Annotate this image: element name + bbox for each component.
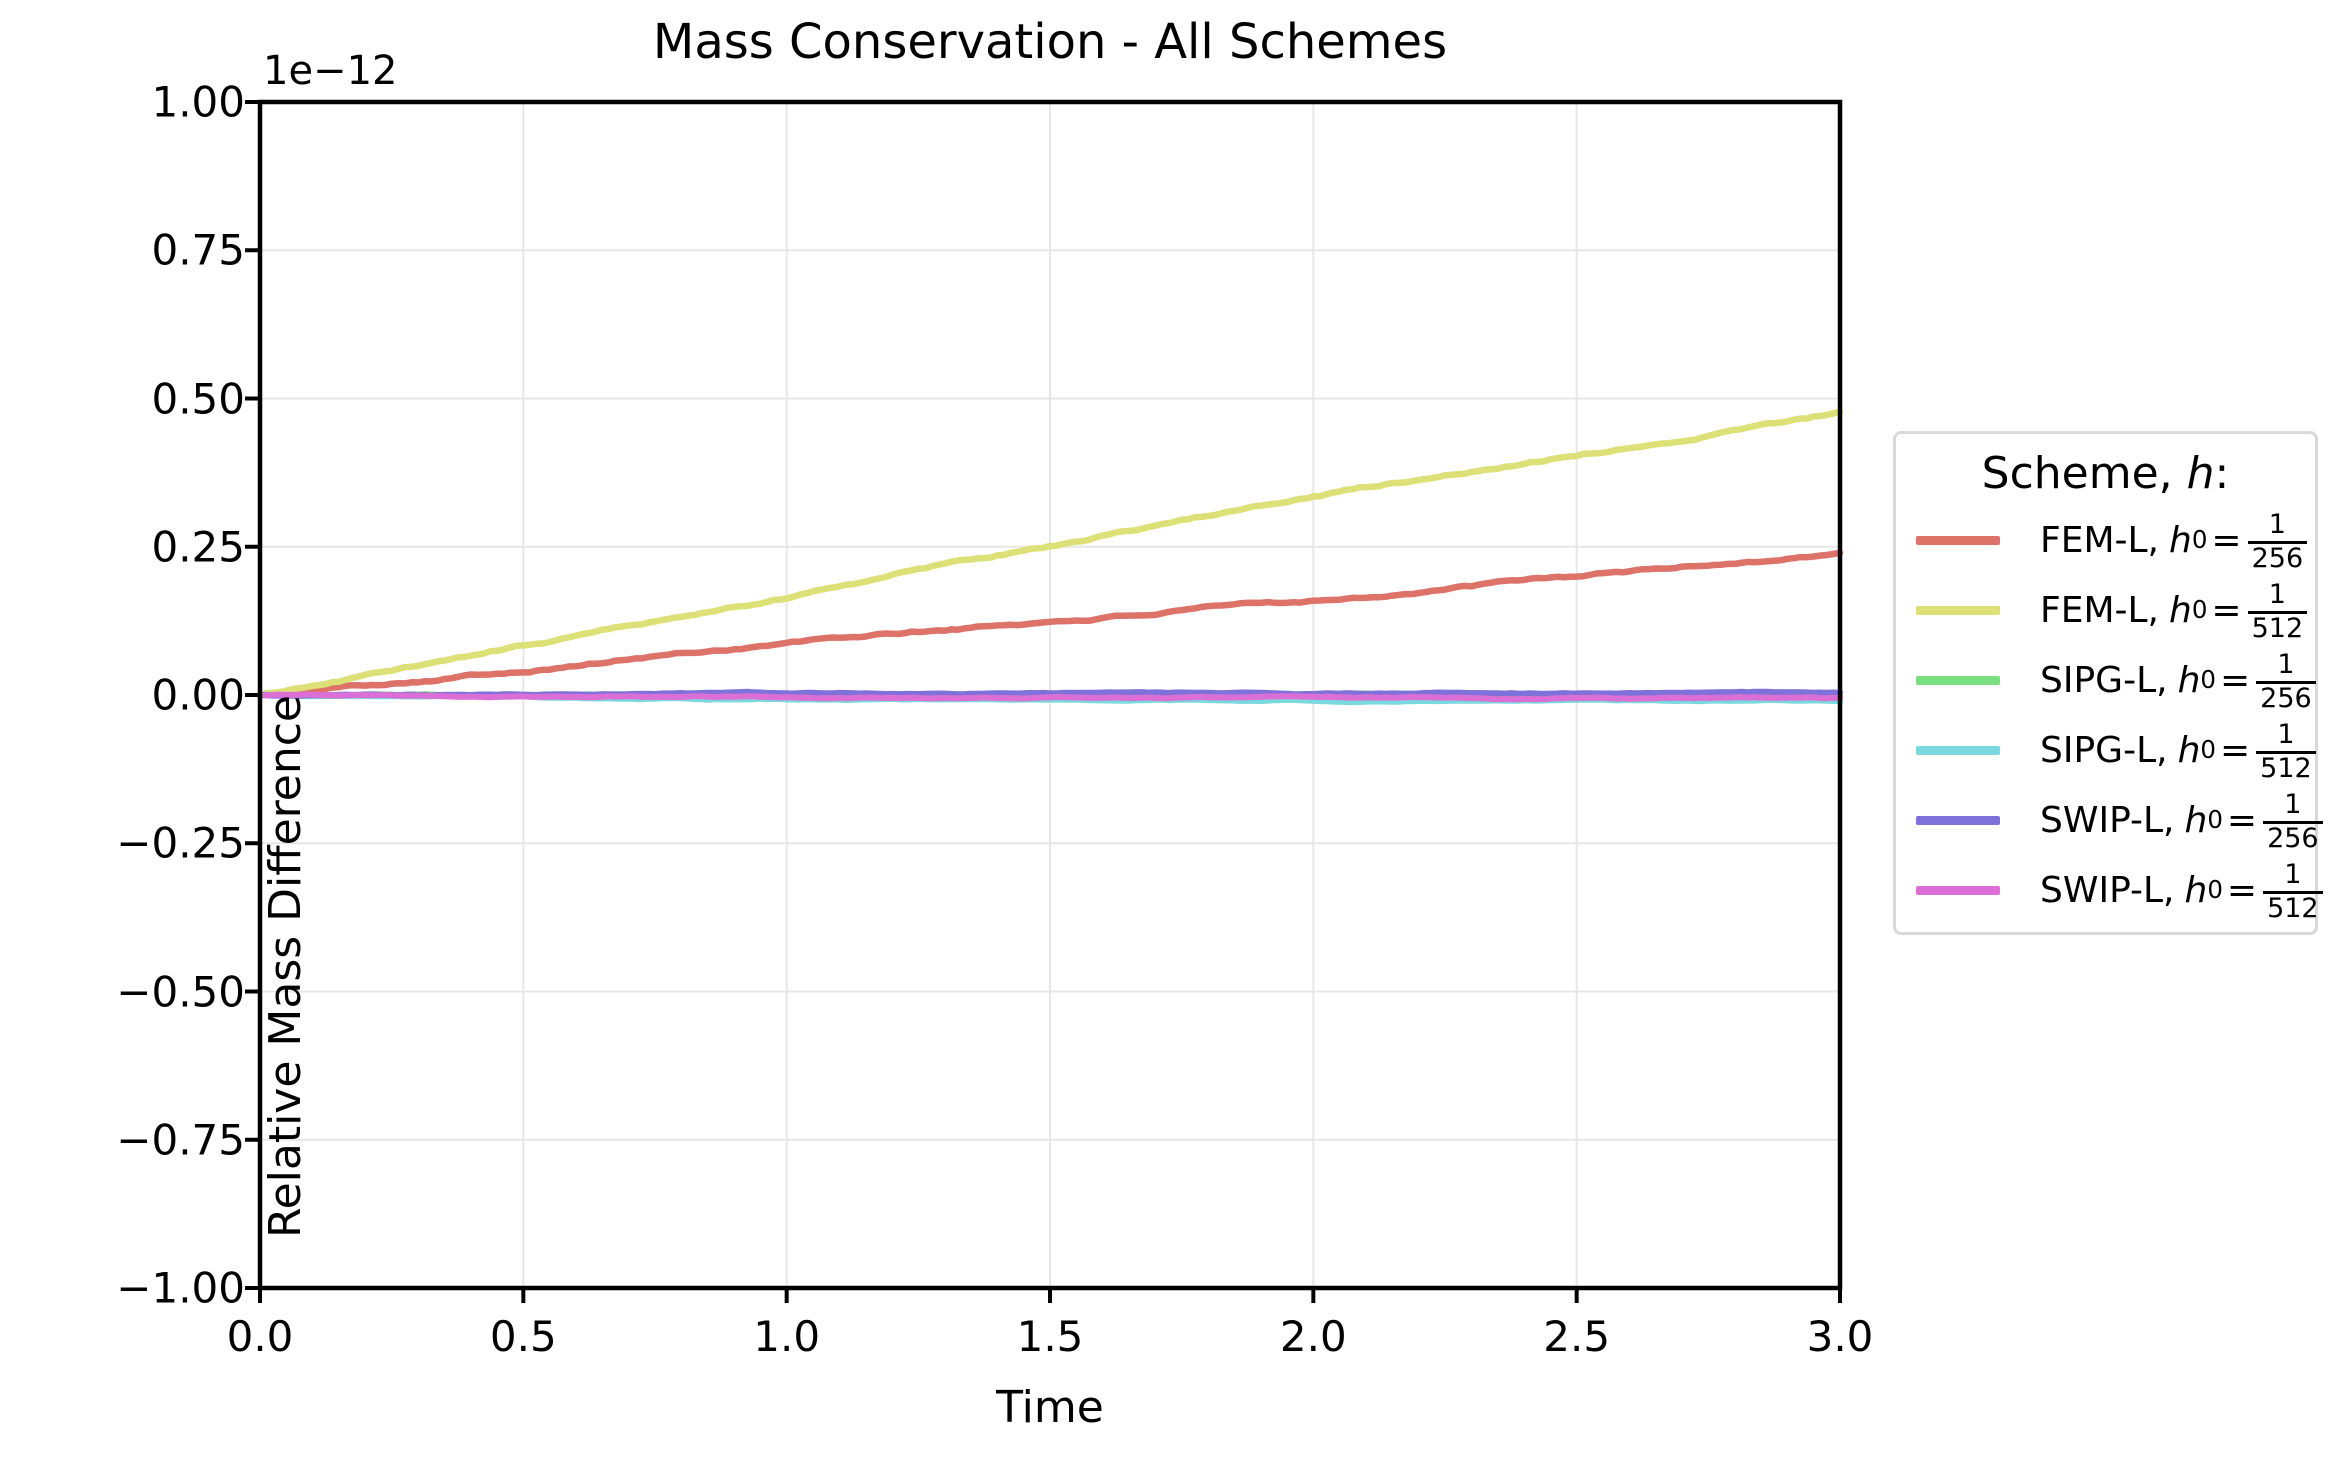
x-tick-label: 0.0 xyxy=(226,1312,294,1361)
legend-line-swatch xyxy=(1916,745,2000,755)
fraction: 1 512 xyxy=(2247,580,2308,643)
legend-entry-label: SWIP-L, h 0 = 1 512 xyxy=(2040,858,2323,923)
legend-entry: SWIP-L, h 0 = 1 256 xyxy=(1896,785,2323,855)
series-line-swip-l-512 xyxy=(257,691,1843,703)
series-line-fem-l-512 xyxy=(256,408,1844,699)
y-tick-label: −0.75 xyxy=(116,1115,245,1165)
fraction: 1 256 xyxy=(2247,510,2308,573)
fraction: 1 256 xyxy=(2263,790,2323,853)
legend-line-swatch xyxy=(1916,675,2000,685)
x-tick-label: 0.5 xyxy=(489,1312,557,1361)
legend-entry-label: SIPG-L, h 0 = 1 256 xyxy=(2040,648,2316,713)
y-axis-label: Relative Mass Difference xyxy=(260,695,312,1239)
chart-title: Mass Conservation - All Schemes xyxy=(652,14,1448,70)
legend: Scheme, h: FEM-L, h 0 = 1 256 FEM-L, h 0 = 1 51… xyxy=(1893,431,2323,935)
y-tick-label: 0.00 xyxy=(151,670,245,720)
fraction: 1 512 xyxy=(2263,860,2323,923)
legend-entry: SWIP-L, h 0 = 1 512 xyxy=(1896,855,2323,925)
fraction: 1 256 xyxy=(2256,650,2316,713)
y-tick-label: 1.00 xyxy=(151,77,245,127)
y-tick-label: 0.50 xyxy=(151,374,245,423)
series-line-fem-l-256 xyxy=(256,549,1844,699)
legend-line-swatch xyxy=(1916,605,2000,615)
legend-entry-label: SIPG-L, h 0 = 1 512 xyxy=(2040,718,2316,783)
legend-entries: FEM-L, h 0 = 1 256 FEM-L, h 0 = 1 512 SIPG-L, h 0 … xyxy=(1896,505,2323,925)
legend-entry: FEM-L, h 0 = 1 256 xyxy=(1896,505,2315,575)
x-tick-label: 2.5 xyxy=(1543,1312,1611,1361)
legend-entry: SIPG-L, h 0 = 1 512 xyxy=(1896,715,2316,785)
legend-entry-label: SWIP-L, h 0 = 1 256 xyxy=(2040,788,2323,853)
y-tick-label: −0.25 xyxy=(116,818,245,868)
legend-line-swatch xyxy=(1916,885,2000,895)
y-axis-offset-text: 1e−12 xyxy=(263,48,398,94)
y-tick-label: −0.50 xyxy=(116,967,245,1016)
y-tick-label: 0.25 xyxy=(151,522,245,572)
x-tick-label: 2.0 xyxy=(1279,1312,1347,1361)
axis-tick-marks xyxy=(245,100,1842,1303)
x-tick-label: 3.0 xyxy=(1806,1312,1874,1361)
y-tick-label: 0.75 xyxy=(151,225,245,275)
x-axis-label: Time xyxy=(996,1382,1104,1433)
legend-line-swatch xyxy=(1916,815,2000,825)
axes-spines xyxy=(257,99,1843,1291)
legend-title: Scheme, h: xyxy=(1981,448,2230,499)
legend-entry-label: FEM-L, h 0 = 1 256 xyxy=(2040,508,2308,573)
data-series-lines xyxy=(256,408,1844,706)
x-tick-label: 1.0 xyxy=(753,1312,821,1361)
x-tick-label: 1.5 xyxy=(1016,1312,1084,1361)
legend-entry: FEM-L, h 0 = 1 512 xyxy=(1896,575,2315,645)
legend-entry-label: FEM-L, h 0 = 1 512 xyxy=(2040,578,2308,643)
legend-entry: SIPG-L, h 0 = 1 256 xyxy=(1896,645,2316,715)
legend-line-swatch xyxy=(1916,535,2000,545)
y-tick-label: −1.00 xyxy=(116,1263,245,1313)
fraction: 1 512 xyxy=(2256,720,2316,783)
